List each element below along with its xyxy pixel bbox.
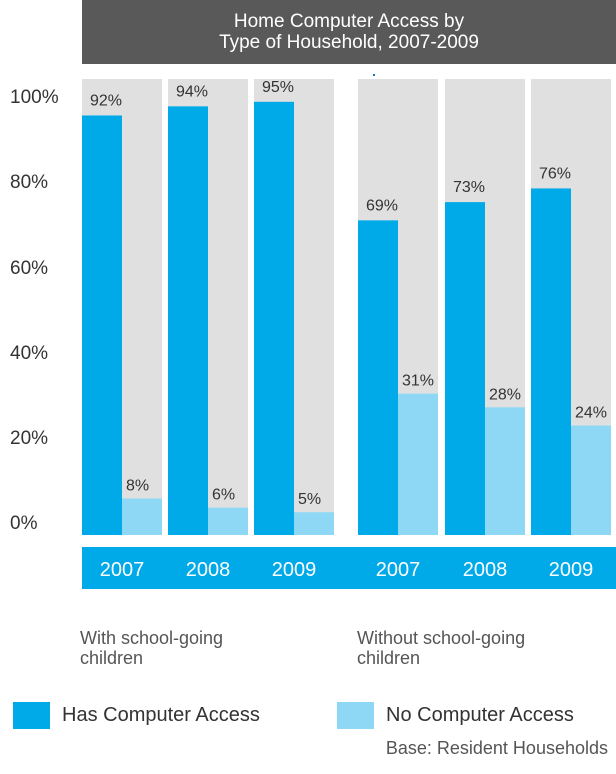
x-axis-band: [82, 547, 616, 589]
bar-has-access: [82, 115, 122, 535]
legend-label-no-access: No Computer Access: [386, 704, 574, 726]
group-label-without-children: Without school-going children: [357, 628, 525, 668]
chart-title-line-2: Type of Household, 2007-2009: [219, 32, 479, 53]
data-label-has-access: 76%: [539, 165, 571, 182]
bar-has-access: [358, 220, 398, 536]
chart-title: Home Computer Access by Type of Househol…: [82, 0, 616, 64]
data-label-no-access: 24%: [575, 405, 607, 422]
data-label-no-access: 6%: [212, 487, 235, 504]
y-tick-label: 60%: [10, 258, 48, 279]
group-label-without-children-line-2: children: [357, 648, 421, 668]
group-label-with-children-line-1: With school-going: [80, 628, 224, 648]
base-note: Base: Resident Households: [385, 738, 608, 758]
legend-swatch-no-access: [337, 702, 374, 729]
group-label-without-children-line-1: Without school-going: [357, 628, 526, 648]
x-tick-label: 2007: [100, 559, 145, 581]
bar-has-access: [445, 202, 485, 535]
data-label-has-access: 73%: [453, 179, 485, 196]
legend-swatch-has-access: [13, 702, 50, 729]
x-tick-label: 2008: [186, 559, 231, 581]
bar-no-access: [122, 498, 162, 535]
x-tick-label: 2009: [549, 559, 594, 581]
data-label-has-access: 95%: [262, 79, 294, 96]
x-tick-label: 2009: [272, 559, 317, 581]
legend-label-has-access: Has Computer Access: [62, 704, 260, 726]
group-label-with-children-line-2: children: [80, 648, 144, 668]
data-label-no-access: 31%: [402, 373, 434, 390]
data-label-no-access: 8%: [126, 478, 149, 495]
chart-title-line-1: Home Computer Access by: [233, 11, 465, 32]
data-label-has-access: 94%: [176, 83, 208, 100]
data-label-no-access: 28%: [489, 386, 521, 403]
bar-has-access: [531, 188, 571, 535]
y-tick-label: 100%: [10, 87, 59, 108]
x-tick-label: 2008: [463, 559, 508, 581]
data-label-has-access: 92%: [90, 92, 122, 109]
bar-has-access: [168, 106, 208, 536]
x-tick-label: 2007: [376, 559, 421, 581]
y-tick-label: 20%: [10, 428, 48, 449]
y-tick-label: 40%: [10, 343, 48, 364]
bar-no-access: [398, 393, 438, 535]
group-label-with-children: With school-going children: [80, 628, 223, 668]
bar-has-access: [254, 101, 294, 536]
bar-no-access: [485, 407, 525, 535]
y-tick-label: 0%: [10, 513, 38, 534]
bar-no-access: [208, 507, 248, 535]
bar-no-access: [294, 512, 334, 535]
data-label-no-access: 5%: [298, 491, 321, 508]
bar-no-access: [571, 425, 611, 535]
data-label-has-access: 69%: [366, 197, 398, 214]
y-tick-label: 80%: [10, 172, 48, 193]
